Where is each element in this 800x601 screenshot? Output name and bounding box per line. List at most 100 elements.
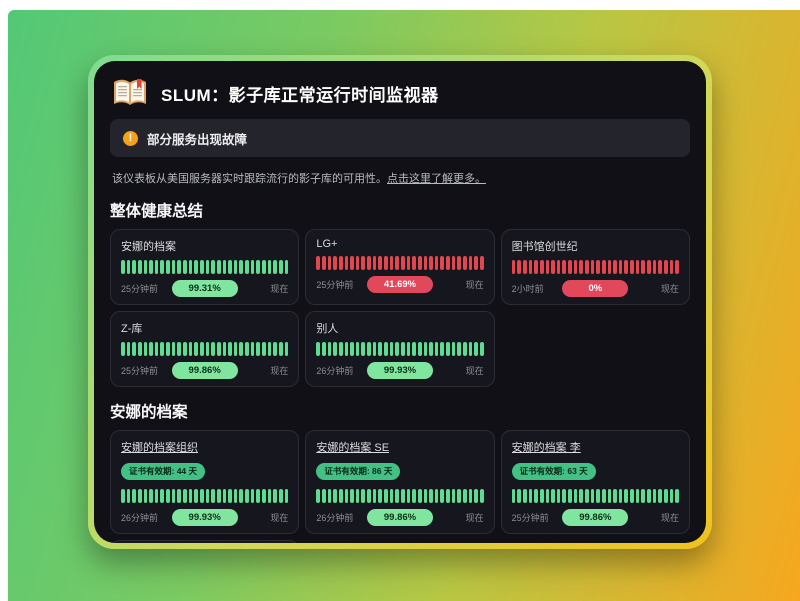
uptime-bar (344, 256, 349, 270)
uptime-bar (568, 260, 572, 274)
open-book-icon (114, 79, 146, 105)
warning-icon: ! (123, 130, 138, 146)
uptime-bar (479, 488, 484, 503)
uptime-bar (228, 342, 232, 356)
uptime-bar (199, 342, 204, 356)
status-panel-body: SLUM：影子库正常运行时间监视器 ! 部分服务出现故障 该仪表板从美国服务器实… (94, 61, 706, 543)
uptime-bar (367, 488, 371, 503)
status-panel: SLUM：影子库正常运行时间监视器 ! 部分服务出现故障 该仪表板从美国服务器实… (88, 55, 712, 549)
card-footer: 26分钟前 99.86% 现在 (316, 508, 484, 526)
uptime-bar (624, 488, 629, 503)
uptime-bar (211, 260, 215, 274)
uptime-bar (468, 342, 473, 356)
page-header: SLUM：影子库正常运行时间监视器 (112, 77, 688, 109)
time-end: 现在 (465, 512, 484, 523)
uptime-bar (166, 342, 170, 356)
uptime-bar (333, 488, 337, 503)
monitor-card: 安娜的档案 李 证书有效期: 63 天 25分钟前 99.86% 现在 (500, 430, 690, 534)
uptime-bar (149, 260, 153, 274)
uptime-bars (121, 342, 289, 356)
uptime-bar (284, 342, 289, 356)
time-start: 25分钟前 (511, 512, 549, 523)
uptime-bar (194, 260, 198, 274)
monitor-card: 检索测试 - AA ORG 证书有效期: 44 天 2小时前 100% 5分钟前 (110, 539, 300, 543)
time-start: 26分钟前 (316, 366, 354, 376)
uptime-bar (384, 488, 388, 503)
uptime-bar (321, 342, 326, 356)
uptime-bar (434, 488, 439, 503)
uptime-bar (618, 260, 623, 274)
uptime-bar (446, 342, 450, 356)
uptime-bar (262, 342, 266, 356)
uptime-bar (417, 488, 422, 503)
card-title: LG+ (316, 238, 338, 250)
uptime-bars (316, 342, 484, 356)
uptime-bar (222, 488, 227, 503)
uptime-bar (613, 488, 617, 503)
card-footer: 25分钟前 99.86% 现在 (121, 362, 288, 379)
uptime-bar (522, 488, 527, 503)
uptime-bar (273, 488, 277, 503)
uptime-bar (406, 488, 411, 503)
uptime-bar (652, 488, 657, 503)
uptime-bar (613, 260, 617, 274)
uptime-bar (647, 488, 651, 503)
uptime-bar (556, 488, 561, 503)
uptime-bar (273, 260, 277, 274)
uptime-bar (562, 488, 567, 503)
uptime-bar (522, 260, 527, 274)
uptime-bar (361, 256, 366, 270)
uptime-bar (579, 488, 583, 503)
uptime-bar (434, 256, 439, 270)
uptime-bar (222, 260, 227, 274)
uptime-bar (160, 488, 165, 503)
uptime-bar (132, 342, 136, 356)
uptime-bar (378, 342, 383, 356)
uptime-bar (457, 342, 461, 356)
uptime-bar (647, 260, 651, 274)
uptime-bar (211, 342, 215, 356)
uptime-bar (160, 342, 165, 356)
uptime-bar (412, 488, 416, 503)
uptime-bar (545, 260, 550, 274)
uptime-bar (584, 260, 589, 274)
uptime-bar (262, 488, 266, 503)
section-heading: 安娜的档案 (110, 404, 188, 421)
uptime-bar (149, 342, 153, 356)
uptime-bar (517, 260, 521, 274)
time-start: 25分钟前 (121, 284, 159, 294)
uptime-pill: 99.93% (171, 508, 238, 526)
monitor-card: 安娜的档案 25分钟前 99.31% 现在 (110, 229, 300, 305)
uptime-bar (211, 488, 215, 503)
uptime-bar (262, 260, 266, 274)
uptime-bar (188, 342, 193, 356)
uptime-bar (183, 342, 187, 356)
uptime-bar (417, 342, 422, 356)
monitor-section: 安娜的档案 安娜的档案组织 证书有效期: 44 天 26分钟前 99.93% 现… (110, 400, 690, 543)
uptime-bar (137, 342, 142, 356)
uptime-bar (658, 488, 662, 503)
uptime-bar (534, 488, 538, 503)
uptime-bar (429, 342, 433, 356)
uptime-bar (278, 488, 283, 503)
sections: 整体健康总结 安娜的档案 25分钟前 99.31% 现在 LG+ 25分钟前 4… (110, 199, 690, 543)
uptime-bar (429, 488, 433, 503)
uptime-bar (350, 488, 354, 503)
card-title[interactable]: 安娜的档案 SE (316, 442, 390, 454)
page-title: SLUM：影子库正常运行时间监视器 (161, 85, 439, 105)
uptime-bar (216, 260, 221, 274)
time-end: 现在 (270, 284, 289, 294)
monitor-card: Z-库 25分钟前 99.86% 现在 (110, 311, 300, 387)
uptime-bar (126, 260, 131, 274)
uptime-bar (350, 342, 354, 356)
uptime-bar (462, 256, 467, 270)
uptime-bar (479, 256, 484, 270)
time-start: 2小时前 (511, 284, 544, 294)
uptime-bar (528, 260, 533, 274)
uptime-bar (121, 488, 125, 503)
card-title[interactable]: 安娜的档案组织 (121, 442, 198, 454)
uptime-bar (417, 256, 422, 270)
card-title[interactable]: 安娜的档案 李 (511, 442, 581, 454)
uptime-bar (440, 342, 445, 356)
learn-more-link[interactable]: 点击这里了解更多。 (387, 173, 486, 185)
